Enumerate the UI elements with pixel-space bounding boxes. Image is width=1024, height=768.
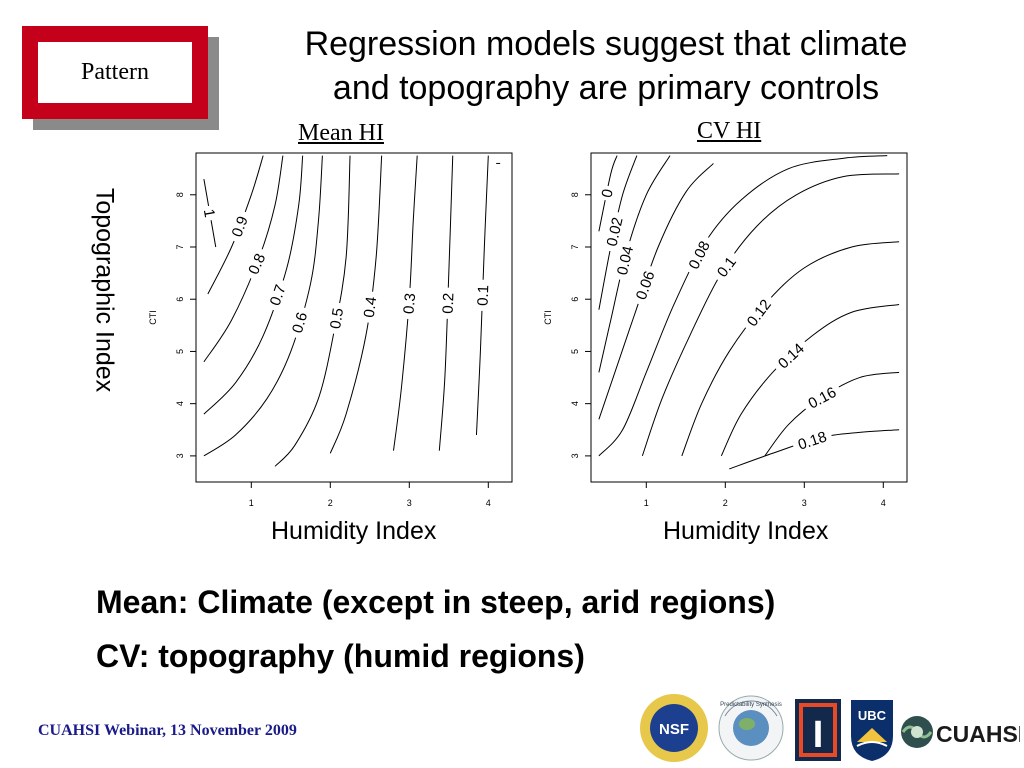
illinois-block-i-icon: I <box>795 699 841 761</box>
bullet-mean: Mean: Climate (except in steep, arid reg… <box>96 584 776 620</box>
mean-hi-contour-plot: 1 2 3 4 3 4 5 6 7 8 CTI 1 0.9 0.8 0.70.6 0.5 0.4 0.3 0.2 0.… <box>148 152 513 508</box>
mean-hi-contour-label-bg <box>438 287 458 320</box>
mean-hi-contour-label-bg <box>199 204 220 222</box>
mean-hi-contour-label-bg <box>286 304 313 340</box>
cv-hi-contour-label: 0 <box>598 188 616 200</box>
cv-hi-contour-label-bg <box>790 425 834 455</box>
mean-hi-contour-label: 0.5 <box>327 307 347 330</box>
mean-hi-contour-label-bg <box>398 287 420 320</box>
mean-hi-y-tick-label: 6 <box>175 297 185 302</box>
slide-title: Regression models suggest that climate a… <box>220 22 992 110</box>
illinois-logo: I <box>795 699 841 761</box>
mean-hi-x-tick-label: 2 <box>328 498 333 508</box>
cv-hi-contour-label-bg <box>770 335 812 376</box>
cv-hi-contour-label-bg <box>739 291 778 334</box>
mean-hi-contour-label-bg <box>358 290 381 324</box>
footer-text: CUAHSI Webinar, 13 November 2009 <box>38 722 297 739</box>
mean-hi-contour-label-bg <box>263 277 292 313</box>
nsf-logo-text: NSF <box>659 721 689 738</box>
cv-hi-contour-line <box>598 155 618 232</box>
mean-hi-contour-line <box>329 155 383 454</box>
mean-hi-plot-frame <box>195 152 513 483</box>
ubc-logo-text: UBC <box>858 708 887 723</box>
mean-hi-contour-label: 0.1 <box>475 285 493 306</box>
mean-hi-x-tick-label: 1 <box>249 498 254 508</box>
mean-hi-y-tick-label: 8 <box>175 192 185 197</box>
mean-hi-x-tick-label: 3 <box>407 498 412 508</box>
predictability-logo: Predictability Synthesis <box>718 695 784 761</box>
cv-hi-y-tick-label: 5 <box>570 349 580 354</box>
cv-hi-contour-line <box>641 173 900 457</box>
mean-hi-x-tick-label: 4 <box>486 498 491 508</box>
mean-hi-y-axis-label: CTI <box>148 310 158 325</box>
cuahsi-logo: CUAHSI <box>901 716 1020 748</box>
mean-hi-contours: 1 0.9 0.8 0.70.6 0.5 0.4 0.3 0.2 0.1 <box>199 155 501 467</box>
mean-hi-contour-label-bg <box>324 301 348 336</box>
cv-hi-x-tick-label: 2 <box>723 498 728 508</box>
cv-hi-x-tick-label: 3 <box>802 498 807 508</box>
cv-hi-y-tick-label: 4 <box>570 401 580 406</box>
cv-hi-y-tick-label: 8 <box>570 192 580 197</box>
cv-hi-contours: 00.020.040.060.08 0.10.120.140.160.18 <box>596 155 900 470</box>
mean-hi-y-tick-label: 5 <box>175 349 185 354</box>
cv-hi-x-tick-label: 4 <box>881 498 886 508</box>
mean-hi-y-tick-label: 7 <box>175 244 185 249</box>
bullet-cv: CV: topography (humid regions) <box>96 638 585 674</box>
cv-hi-y-axis-label: CTI <box>543 310 553 325</box>
cv-hi-x-tick-label: 1 <box>644 498 649 508</box>
title-line-2: and topography are primary controls <box>332 69 880 107</box>
mean-hi-contour-line <box>203 155 284 363</box>
cv-hi-contour-label: 0.18 <box>796 428 829 453</box>
cv-hi-y-tick-label: 7 <box>570 244 580 249</box>
cv-hi-contour-label-bg <box>629 263 660 307</box>
mean-hi-contour-label: 0.4 <box>361 296 381 319</box>
mean-hi-contour-label: 0.6 <box>289 310 311 335</box>
cv-hi-y-tick-label: 6 <box>570 297 580 302</box>
mean-hi-title: Mean HI <box>298 120 384 146</box>
mean-hi-contour-label: 0.2 <box>440 293 458 314</box>
cuahsi-emblem-icon <box>901 716 933 748</box>
mean-hi-x-axis-label: Humidity Index <box>271 517 437 545</box>
mean-hi-contour-label: 1 <box>200 208 218 219</box>
cv-hi-contour-label: 0.04 <box>614 244 637 276</box>
mean-hi-contour-label: 0.7 <box>267 283 290 308</box>
mean-hi-y-tick-label: 3 <box>175 453 185 458</box>
globe-icon: Predictability Synthesis <box>718 695 784 761</box>
cv-hi-contour-label: 0.06 <box>633 269 659 302</box>
predictability-logo-text: Predictability Synthesis <box>720 702 782 708</box>
mean-hi-contour-label-bg <box>472 279 493 312</box>
mean-hi-contour-label: 0.9 <box>229 214 252 240</box>
title-line-1: Regression models suggest that climate <box>304 25 908 63</box>
cv-hi-x-axis-label: Humidity Index <box>663 517 829 545</box>
cv-hi-title: CV HI <box>697 118 762 144</box>
mean-hi-contour-line <box>274 155 351 467</box>
cv-hi-contour-label-bg <box>681 233 716 277</box>
cv-hi-contour-label-bg <box>709 248 743 285</box>
illinois-logo-text: I <box>813 714 824 756</box>
mean-hi-contour-label: 0.3 <box>400 292 419 314</box>
cv-hi-contour-label-bg <box>800 380 844 415</box>
pattern-label: Pattern <box>38 42 192 103</box>
topographic-index-label: Topographic Index <box>90 187 119 393</box>
mean-hi-contour-label: 0.8 <box>245 251 269 277</box>
cv-hi-contour-label-bg <box>611 239 638 282</box>
nsf-seal-icon: NSF <box>640 694 708 762</box>
cv-hi-plot-frame <box>590 152 908 483</box>
cv-hi-y-tick-label: 3 <box>570 453 580 458</box>
nsf-logo: NSF <box>640 694 708 762</box>
ubc-logo: UBC <box>851 700 893 761</box>
cv-hi-contour-line <box>598 163 714 420</box>
cv-hi-contour-label-bg <box>596 184 618 203</box>
mean-hi-contour-label-bg <box>225 208 254 245</box>
mean-hi-contour-line <box>203 155 323 457</box>
mean-hi-contour-label-bg <box>241 245 271 282</box>
cuahsi-logo-text: CUAHSI <box>936 721 1020 747</box>
mean-hi-y-tick-label: 4 <box>175 401 185 406</box>
ubc-crest-icon: UBC <box>851 700 893 761</box>
